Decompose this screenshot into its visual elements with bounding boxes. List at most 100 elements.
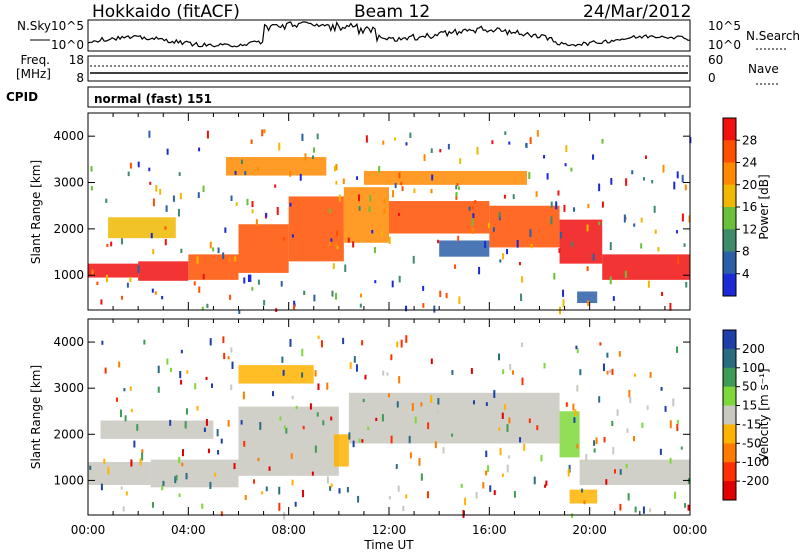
echo-speckle (369, 195, 372, 202)
echo-speckle (152, 248, 155, 255)
echo-speckle (499, 447, 502, 456)
echo-speckle (90, 166, 93, 172)
echo-speckle (536, 425, 539, 431)
echo-speckle (565, 145, 568, 153)
echo-speckle (498, 212, 501, 218)
echo-speckle (543, 155, 546, 159)
echo-speckle (91, 269, 94, 276)
echo-band (577, 291, 598, 304)
echo-speckle (122, 506, 125, 512)
echo-speckle (198, 147, 201, 152)
echo-speckle (598, 183, 601, 192)
echo-band (238, 224, 289, 273)
echo-speckle (498, 353, 501, 361)
echo-speckle (309, 403, 312, 410)
echo-speckle (238, 309, 241, 314)
echo-band (439, 240, 490, 257)
echo-speckle (530, 243, 533, 249)
echo-speckle (455, 192, 458, 197)
echo-speckle (130, 459, 133, 467)
echo-speckle (217, 247, 220, 254)
echo-band (569, 489, 598, 504)
echo-speckle (196, 405, 199, 411)
echo-speckle (243, 440, 246, 447)
echo-speckle (512, 194, 515, 200)
echo-speckle (619, 469, 622, 475)
velocity-colorbar-ticks: 200 100 50 15 -15 -50 -100 -200 (736, 342, 769, 488)
echo-speckle (609, 369, 612, 373)
y-tick-label: 2000 (53, 222, 84, 236)
echo-speckle (139, 458, 142, 466)
echo-speckle (185, 408, 188, 415)
echo-speckle (485, 402, 488, 407)
cpid-panel-frame (87, 86, 691, 108)
velocity-colorbar: 200 100 50 15 -15 -50 -100 -200 Velocity [m s⁻¹… (722, 329, 771, 501)
echo-band (333, 434, 349, 467)
echo-speckle (120, 238, 123, 245)
echo-speckle (661, 291, 664, 296)
echo-speckle (180, 349, 183, 354)
time-tick-label: 00:00 (673, 523, 708, 537)
echo-speckle (231, 361, 234, 369)
echo-speckle (196, 256, 199, 264)
echo-speckle (593, 440, 596, 446)
echo-speckle (161, 485, 164, 491)
echo-speckle (352, 440, 355, 448)
echo-speckle (593, 448, 596, 453)
echo-speckle (521, 377, 524, 386)
colorbar-cell (723, 162, 736, 186)
echo-speckle (289, 202, 292, 207)
echo-speckle (487, 222, 490, 229)
echo-speckle (509, 364, 512, 371)
echo-speckle (592, 154, 595, 160)
echo-speckle (601, 201, 604, 208)
frequency-tick-top: 18 (69, 53, 84, 67)
echo-speckle (408, 435, 411, 444)
echo-speckle (317, 335, 320, 340)
echo-speckle (205, 376, 208, 380)
echo-speckle (174, 476, 177, 484)
echo-speckle (669, 457, 672, 464)
echo-speckle (330, 238, 333, 242)
echo-speckle (485, 450, 488, 458)
echo-speckle (649, 371, 652, 378)
echo-speckle (462, 510, 465, 518)
echo-speckle (278, 486, 281, 495)
echo-speckle (331, 290, 334, 297)
echo-band (88, 461, 151, 486)
echo-speckle (468, 206, 471, 211)
echo-speckle (508, 141, 511, 145)
y-tick-label: 3000 (53, 176, 84, 190)
echo-speckle (400, 339, 403, 348)
echo-speckle (381, 414, 384, 422)
echo-speckle (330, 416, 333, 421)
echo-speckle (458, 186, 461, 190)
colorbar-tick-label: 16 (742, 200, 757, 214)
echo-speckle (423, 154, 426, 162)
echo-speckle (631, 170, 634, 175)
echo-speckle (333, 165, 336, 172)
time-tick-label: 16:00 (472, 523, 507, 537)
echo-speckle (576, 348, 579, 354)
echo-speckle (233, 463, 236, 470)
echo-speckle (212, 247, 215, 252)
echo-speckle (585, 453, 588, 461)
echo-speckle (338, 194, 341, 202)
echo-speckle (151, 288, 154, 293)
echo-speckle (209, 481, 212, 489)
echo-speckle (525, 143, 528, 149)
echo-speckle (280, 281, 283, 287)
echo-speckle (265, 486, 268, 492)
echo-speckle (684, 184, 687, 191)
echo-speckle (367, 426, 370, 431)
echo-speckle (451, 433, 454, 437)
echo-speckle (216, 429, 219, 437)
echo-speckle (152, 198, 155, 207)
echo-speckle (214, 472, 217, 477)
echo-speckle (606, 352, 609, 358)
echo-speckle (181, 462, 184, 467)
echo-speckle (430, 189, 433, 194)
echo-speckle (129, 386, 132, 391)
echo-speckle (533, 476, 536, 485)
echo-speckle (251, 287, 254, 291)
